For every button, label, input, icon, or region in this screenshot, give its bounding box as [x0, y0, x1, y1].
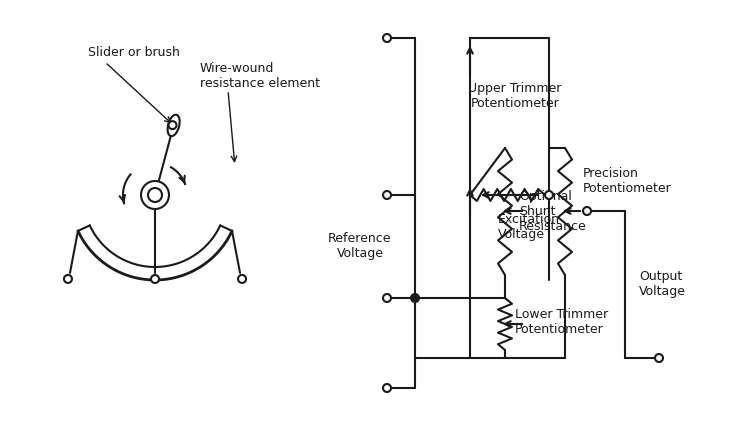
Circle shape [411, 294, 419, 302]
Circle shape [383, 191, 391, 199]
Text: Optional
Shunt
Resistance: Optional Shunt Resistance [519, 189, 586, 233]
Circle shape [383, 384, 391, 392]
Circle shape [64, 275, 72, 283]
Text: Upper Trimmer
Potentiometer: Upper Trimmer Potentiometer [468, 82, 562, 110]
Text: Wire-wound
resistance element: Wire-wound resistance element [200, 62, 320, 90]
Circle shape [169, 121, 176, 129]
Text: Precision
Potentiometer: Precision Potentiometer [583, 167, 672, 195]
Circle shape [383, 34, 391, 42]
Text: Lower Trimmer
Potentiometer: Lower Trimmer Potentiometer [515, 308, 608, 336]
Ellipse shape [167, 115, 180, 136]
Circle shape [383, 294, 391, 302]
Circle shape [148, 188, 162, 202]
Text: Excitation
Voltage: Excitation Voltage [498, 213, 560, 241]
Circle shape [151, 275, 159, 283]
Circle shape [545, 191, 553, 199]
Circle shape [583, 207, 591, 215]
Text: Slider or brush: Slider or brush [88, 46, 180, 59]
Circle shape [238, 275, 246, 283]
Text: Reference
Voltage: Reference Voltage [328, 232, 392, 260]
Text: Output
Voltage: Output Voltage [639, 270, 686, 298]
Circle shape [655, 354, 663, 362]
Circle shape [141, 181, 169, 209]
